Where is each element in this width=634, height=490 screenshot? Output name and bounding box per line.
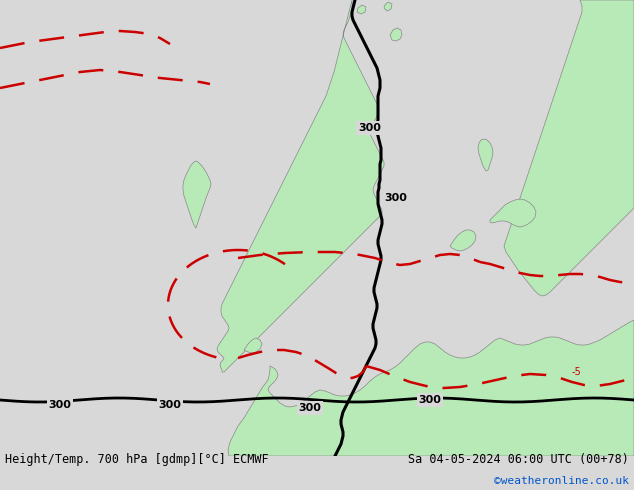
Polygon shape [504, 0, 634, 296]
Text: 300: 300 [299, 403, 321, 413]
Text: ©weatheronline.co.uk: ©weatheronline.co.uk [494, 476, 629, 486]
Polygon shape [490, 199, 536, 227]
Text: 300: 300 [49, 400, 72, 410]
Text: 300: 300 [384, 193, 407, 203]
Text: 300: 300 [418, 395, 441, 405]
Polygon shape [390, 28, 402, 41]
Polygon shape [244, 338, 262, 353]
Polygon shape [478, 139, 493, 171]
Polygon shape [384, 2, 392, 11]
Polygon shape [183, 161, 211, 228]
Text: -5: -5 [571, 367, 581, 377]
Polygon shape [228, 320, 634, 456]
Polygon shape [450, 230, 476, 251]
Text: Height/Temp. 700 hPa [gdmp][°C] ECMWF: Height/Temp. 700 hPa [gdmp][°C] ECMWF [5, 453, 269, 466]
Polygon shape [217, 0, 384, 372]
Text: 300: 300 [158, 400, 181, 410]
Text: Sa 04-05-2024 06:00 UTC (00+78): Sa 04-05-2024 06:00 UTC (00+78) [408, 453, 629, 466]
Polygon shape [357, 5, 366, 14]
Text: 300: 300 [358, 123, 381, 133]
